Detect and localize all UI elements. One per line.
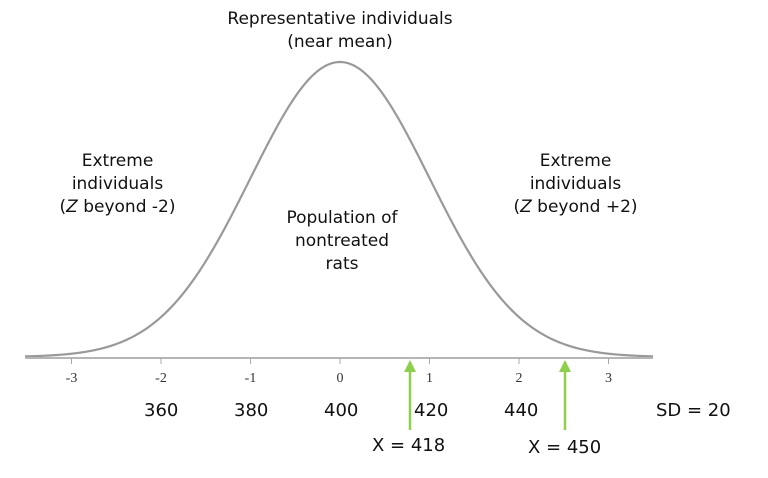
z-tick-label: -2: [155, 371, 167, 386]
left-label-line-3: (Z beyond -2): [59, 197, 176, 217]
sd-label: SD = 20: [656, 400, 731, 421]
title-representative: Representative individuals (near mean): [190, 8, 490, 54]
raw-value-440: 440: [504, 400, 539, 421]
center-label-line-3: rats: [325, 254, 359, 274]
right-label-line-2: individuals: [529, 174, 622, 194]
raw-value-420: 420: [414, 400, 449, 421]
marker-arrow-450: [559, 360, 571, 430]
z-axis-ticks: -3 -2 -1 0 1 2 3: [66, 358, 612, 386]
z-tick-label: 1: [426, 371, 433, 386]
right-extreme-label: Extreme individuals (Z beyond +2): [488, 150, 663, 219]
title-line-1: Representative individuals: [227, 9, 453, 29]
raw-value-400: 400: [324, 400, 359, 421]
marker-arrow-418: [404, 360, 416, 430]
marker-label-450: X = 450: [528, 437, 602, 458]
raw-value-360: 360: [144, 400, 179, 421]
z-tick-label: 0: [337, 371, 344, 386]
left-label-line-2: individuals: [71, 174, 164, 194]
z-tick-label: 2: [516, 371, 523, 386]
right-label-line-1: Extreme: [539, 151, 612, 171]
center-label-line-1: Population of: [286, 208, 398, 228]
left-label-line-1: Extreme: [81, 151, 154, 171]
raw-value-380: 380: [234, 400, 269, 421]
z-tick-label: -1: [245, 371, 257, 386]
center-label-line-2: nontreated: [294, 231, 390, 251]
z-tick-label: 3: [605, 371, 612, 386]
left-extreme-label: Extreme individuals (Z beyond -2): [30, 150, 205, 219]
marker-label-418: X = 418: [372, 435, 446, 456]
z-tick-label: -3: [66, 371, 78, 386]
center-population-label: Population of nontreated rats: [262, 207, 422, 276]
title-line-2: (near mean): [287, 32, 393, 52]
bell-curve: [24, 60, 654, 358]
right-label-line-3: (Z beyond +2): [513, 197, 638, 217]
